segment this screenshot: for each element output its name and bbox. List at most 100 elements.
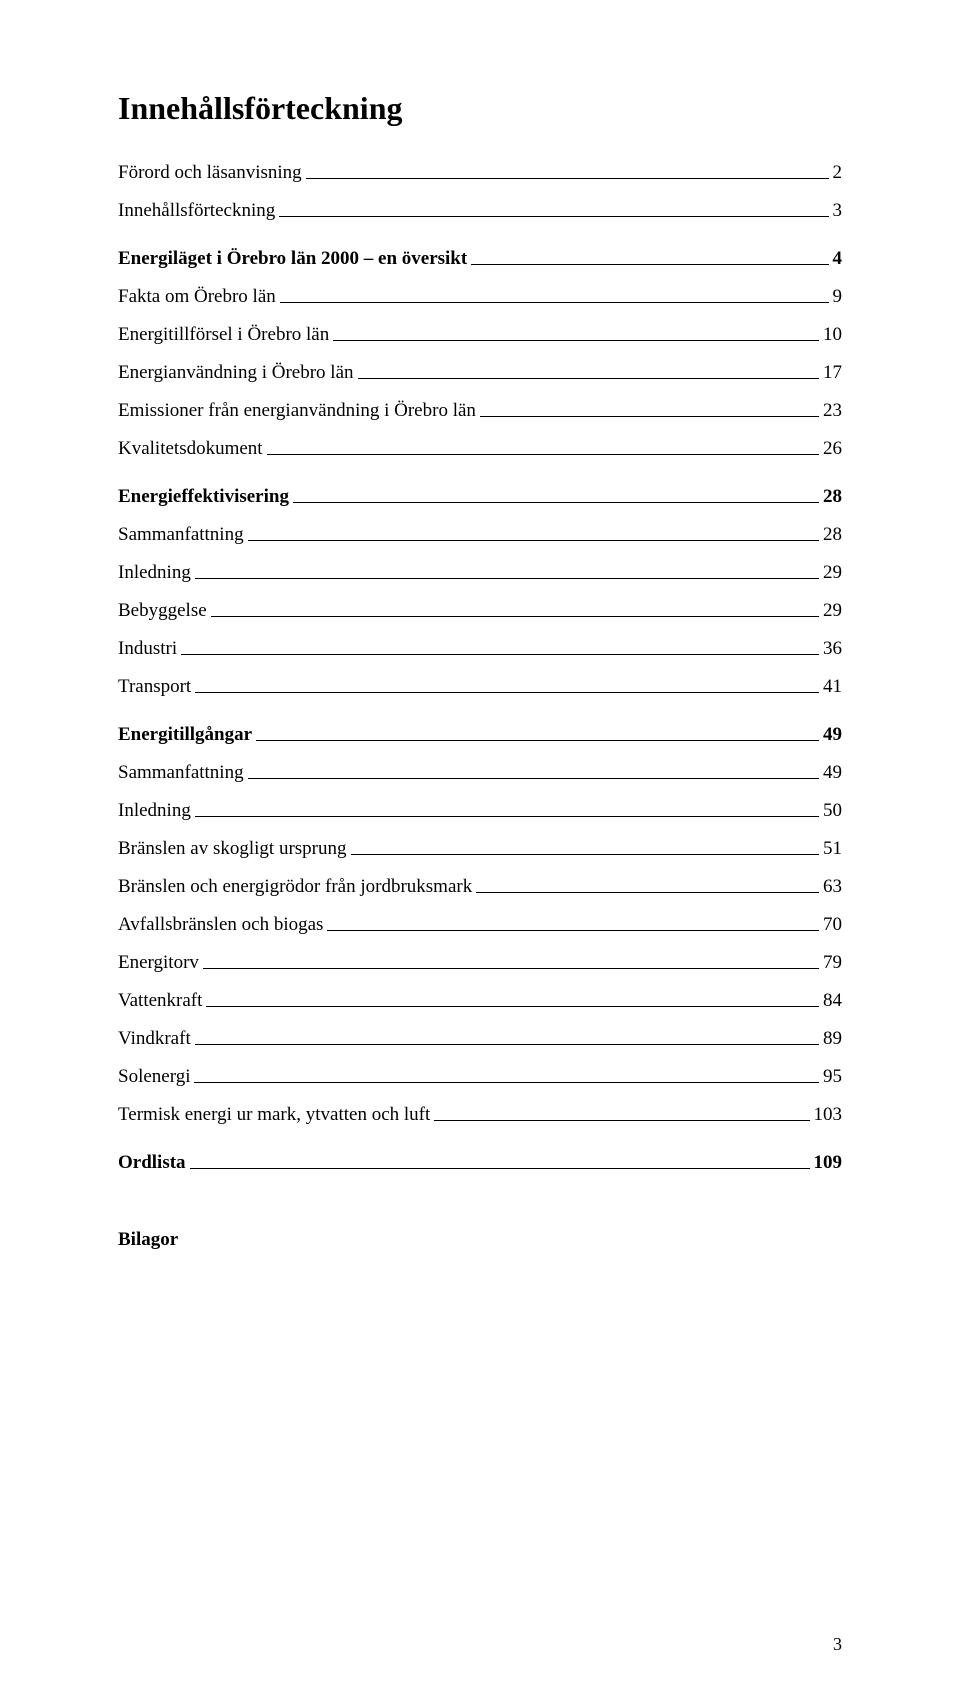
toc-leader [203,954,819,969]
toc-label: Energianvändning i Örebro län [118,363,354,383]
toc-row: Kvalitetsdokument 26 [118,439,842,459]
toc-leader [327,916,819,931]
toc-page: 17 [823,363,842,383]
toc-gap [118,383,842,401]
toc-row: Termisk energi ur mark, ytvatten och luf… [118,1105,842,1125]
toc-gap [118,935,842,953]
toc-page: 70 [823,915,842,935]
toc-leader [181,640,819,655]
toc-leader [280,288,829,303]
toc-row: Bränslen och energigrödor från jordbruks… [118,877,842,897]
toc-label: Solenergi [118,1067,190,1087]
toc-label: Fakta om Örebro län [118,287,276,307]
appendix-heading: Bilagor [118,1229,842,1251]
toc-label: Inledning [118,801,191,821]
toc-label: Termisk energi ur mark, ytvatten och luf… [118,1105,430,1125]
toc-page: 103 [814,1105,843,1125]
toc-label: Sammanfattning [118,525,244,545]
toc-row: Transport 41 [118,677,842,697]
toc-label: Energiläget i Örebro län 2000 – en övers… [118,249,467,269]
toc-leader [480,402,819,417]
toc-label: Energitorv [118,953,199,973]
toc-label: Transport [118,677,191,697]
toc-leader [206,992,819,1007]
toc-leader [471,250,828,265]
toc-page: 4 [833,249,843,269]
toc-row: Innehållsförteckning3 [118,201,842,221]
toc-leader [211,602,819,617]
toc-page: 3 [833,201,843,221]
toc-page: 28 [823,525,842,545]
toc-leader [195,1030,819,1045]
toc-gap [118,183,842,201]
toc-label: Vindkraft [118,1029,191,1049]
toc-page: 26 [823,439,842,459]
toc-gap [118,745,842,763]
toc-gap [118,269,842,287]
toc-row: Inledning29 [118,563,842,583]
toc-row: Energieffektivisering 28 [118,487,842,507]
toc-leader [434,1106,809,1121]
toc-gap [118,345,842,363]
toc-leader [306,164,829,179]
toc-page: 49 [823,763,842,783]
toc-label: Kvalitetsdokument [118,439,263,459]
toc-leader [476,878,819,893]
toc-page: 29 [823,563,842,583]
toc-gap [118,783,842,801]
toc-gap [118,1049,842,1067]
toc-leader [195,802,819,817]
toc-leader [351,840,819,855]
toc-gap [118,973,842,991]
toc-page: 36 [823,639,842,659]
toc-gap [118,1011,842,1029]
toc-gap [118,421,842,439]
toc-leader [195,564,819,579]
toc-row: Energiläget i Örebro län 2000 – en övers… [118,249,842,269]
toc-label: Energitillgångar [118,725,252,745]
toc-page: 63 [823,877,842,897]
toc-row: Sammanfattning 28 [118,525,842,545]
toc-page: 79 [823,953,842,973]
toc-gap [118,583,842,601]
page-title: Innehållsförteckning [118,90,842,127]
toc-leader [248,764,819,779]
toc-row: Emissioner från energianvändning i Örebr… [118,401,842,421]
toc-list: Förord och läsanvisning2 Innehållsförteck… [118,163,842,1173]
toc-gap [118,897,842,915]
toc-row: Energitillgångar 49 [118,725,842,745]
toc-page: 95 [823,1067,842,1087]
toc-row: Sammanfattning49 [118,763,842,783]
toc-row: Förord och läsanvisning2 [118,163,842,183]
toc-page: 41 [823,677,842,697]
toc-gap [118,659,842,677]
toc-page: 23 [823,401,842,421]
toc-leader [279,202,828,217]
toc-row: Vattenkraft84 [118,991,842,1011]
toc-page: 89 [823,1029,842,1049]
toc-page: 50 [823,801,842,821]
toc-page: 49 [823,725,842,745]
toc-row: Bränslen av skogligt ursprung51 [118,839,842,859]
toc-gap [118,859,842,877]
toc-label: Energitillförsel i Örebro län [118,325,329,345]
toc-page: 109 [814,1153,843,1173]
toc-gap [118,221,842,249]
toc-label: Förord och läsanvisning [118,163,302,183]
toc-leader [358,364,820,379]
toc-leader [256,726,819,741]
toc-leader [190,1154,810,1169]
page-container: Innehållsförteckning Förord och läsanvis… [0,0,960,1689]
toc-page: 28 [823,487,842,507]
toc-leader [267,440,819,455]
toc-label: Industri [118,639,177,659]
toc-page: 29 [823,601,842,621]
toc-gap [118,459,842,487]
toc-label: Avfallsbränslen och biogas [118,915,323,935]
toc-label: Bebyggelse [118,601,207,621]
toc-leader [195,678,819,693]
toc-row: Vindkraft 89 [118,1029,842,1049]
toc-label: Energieffektivisering [118,487,289,507]
toc-label: Ordlista [118,1153,186,1173]
toc-row: Solenergi 95 [118,1067,842,1087]
